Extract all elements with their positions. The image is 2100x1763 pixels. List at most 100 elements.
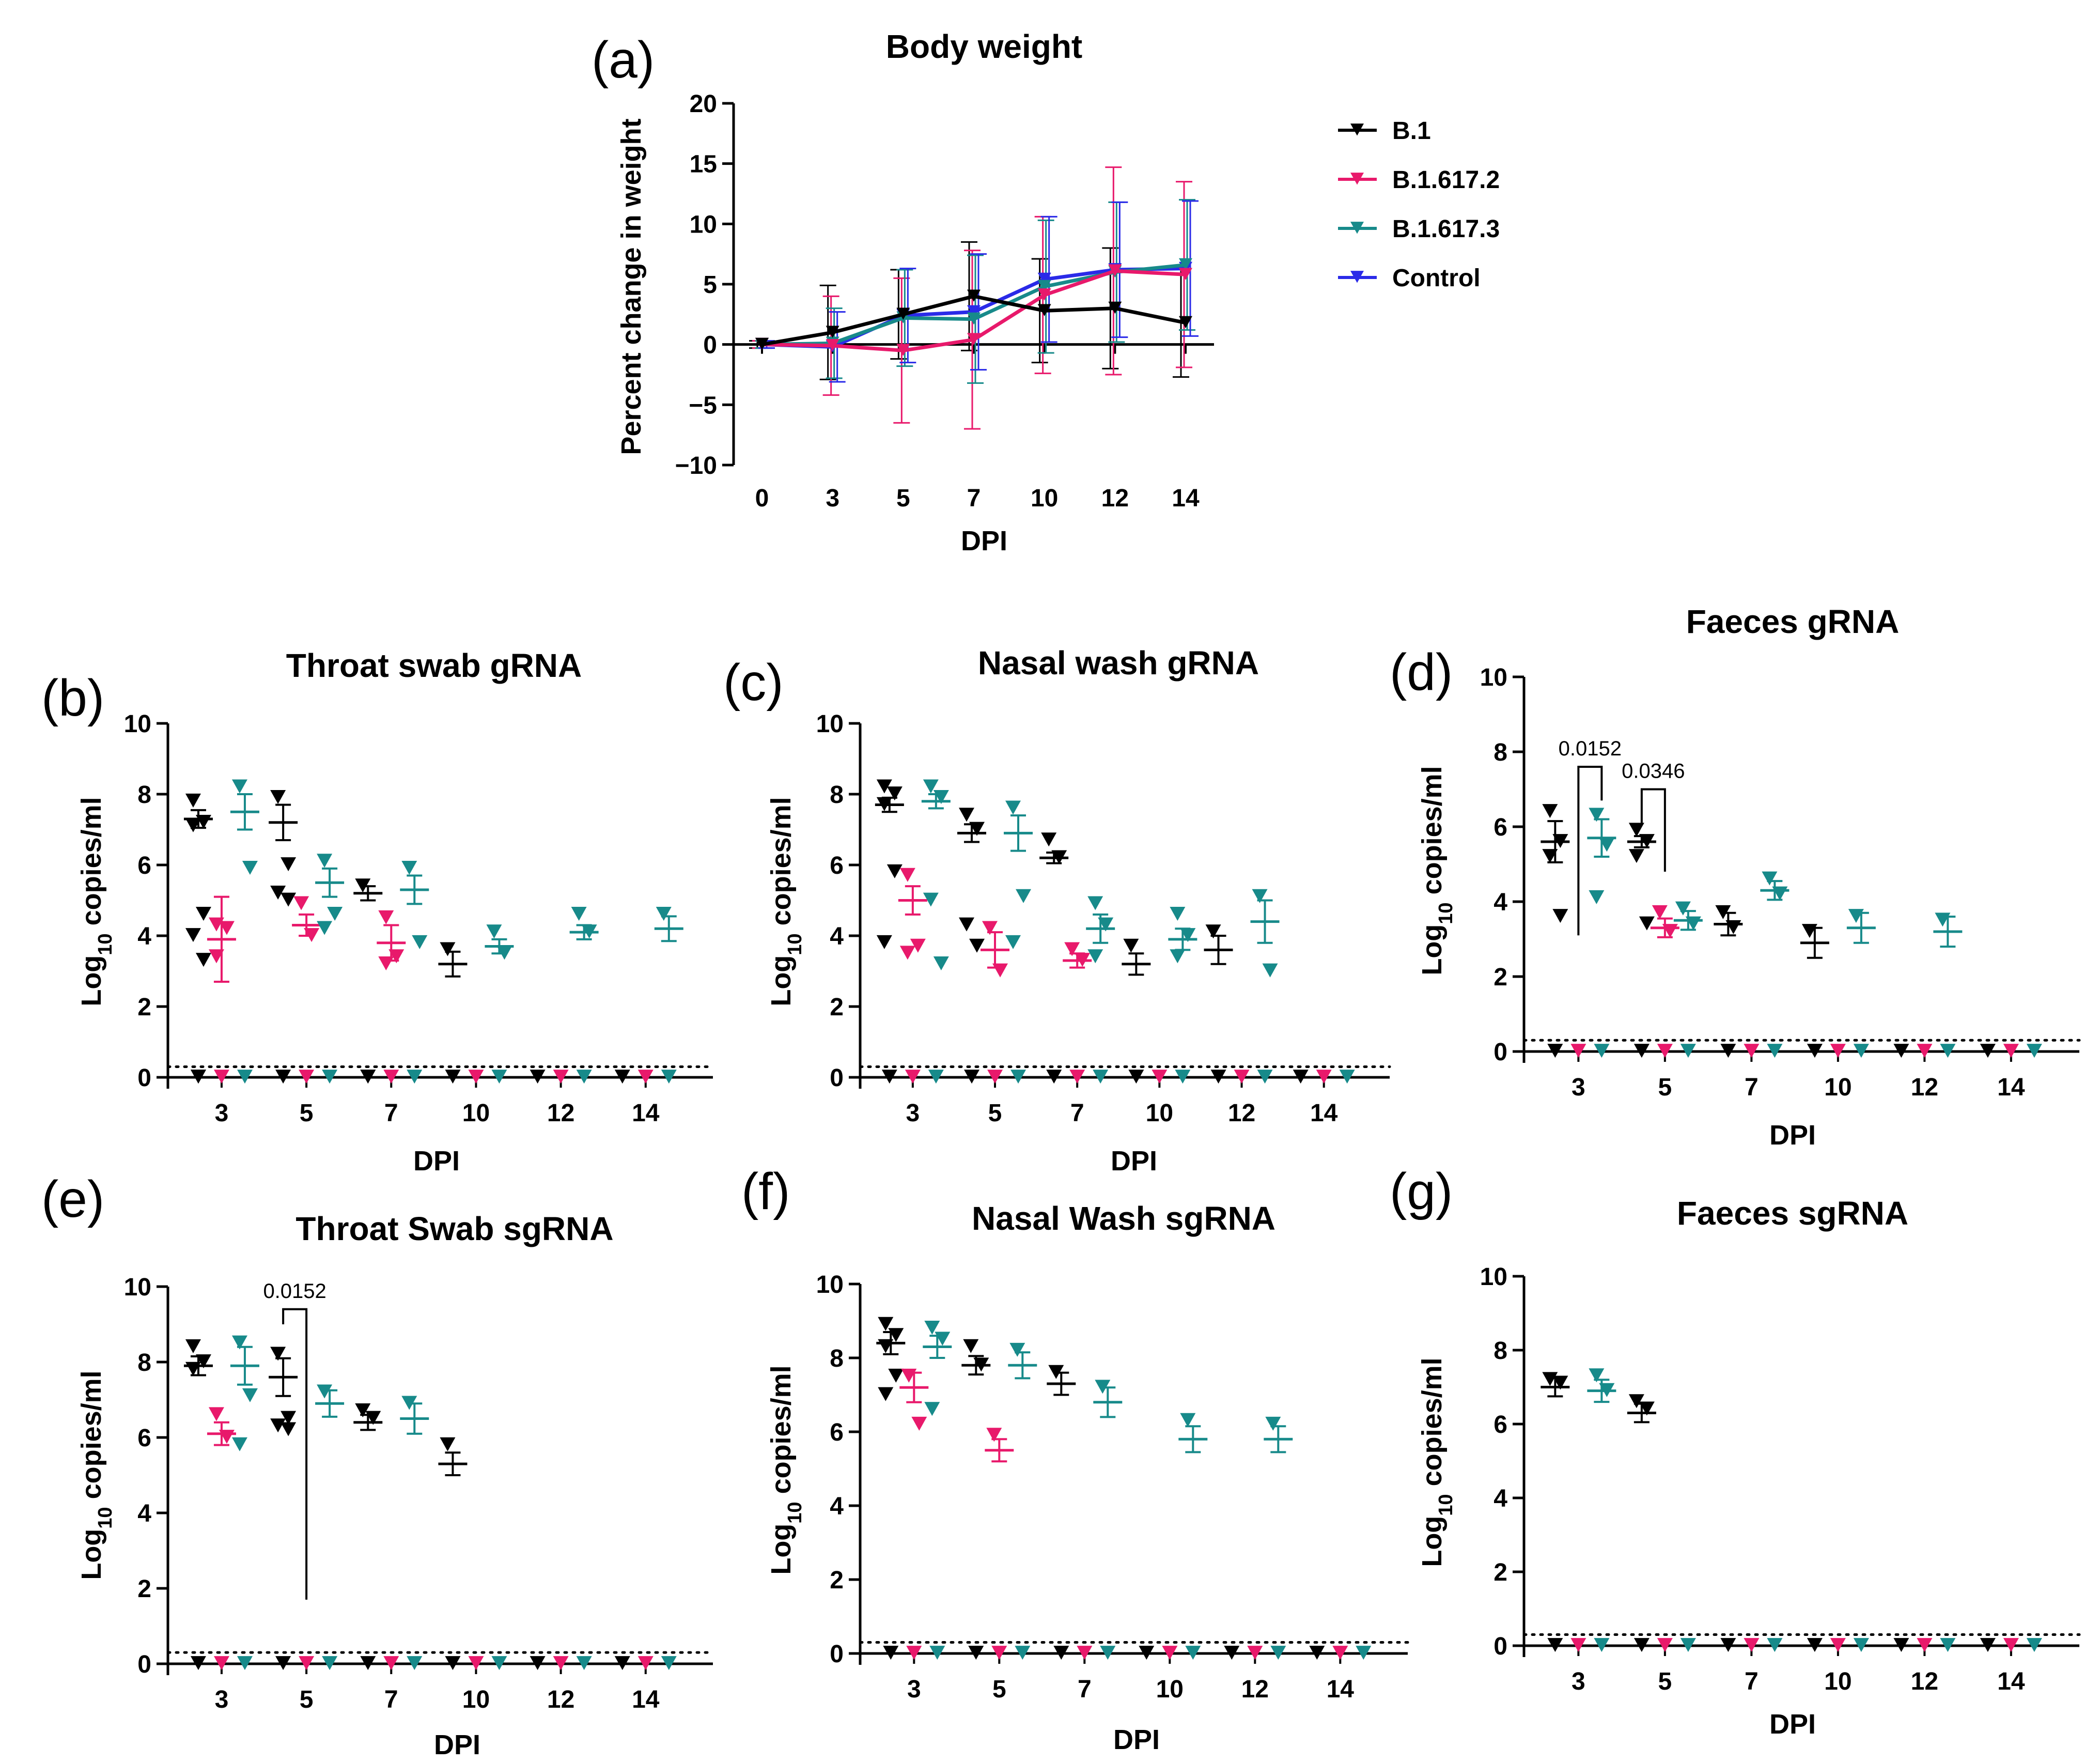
x-tick-label: 14	[1327, 1676, 1355, 1703]
data-point	[468, 1070, 484, 1084]
data-point	[1309, 1646, 1325, 1660]
data-point	[185, 818, 201, 832]
data-point	[967, 289, 981, 302]
y-tick-label: 8	[137, 1349, 151, 1377]
data-point	[208, 949, 224, 964]
data-point	[1224, 1646, 1240, 1660]
data-point	[1720, 1638, 1736, 1652]
x-axis-label: DPI	[1113, 1724, 1160, 1755]
data-point	[1180, 928, 1196, 942]
data-point	[896, 307, 910, 320]
data-point	[242, 1388, 258, 1402]
data-point	[661, 1656, 677, 1671]
y-tick-label: 6	[830, 1419, 844, 1446]
data-point	[1634, 1044, 1650, 1058]
data-point	[1552, 909, 1568, 923]
x-tick-label: 5	[300, 1100, 314, 1127]
data-point	[1048, 1365, 1064, 1379]
data-point	[185, 1339, 201, 1353]
data-point	[905, 1070, 921, 1084]
data-point	[293, 896, 309, 910]
data-point	[1744, 1638, 1760, 1652]
data-point	[1552, 1375, 1568, 1390]
data-point	[1064, 942, 1080, 956]
data-point	[1046, 1070, 1062, 1084]
data-point	[1053, 1646, 1069, 1660]
data-point	[1680, 1638, 1696, 1652]
y-tick-label: 0	[1494, 1633, 1507, 1660]
data-point	[270, 885, 286, 900]
data-point	[2003, 1044, 2019, 1058]
p-value-label: 0.0152	[263, 1280, 326, 1303]
y-tick-label: 0	[703, 332, 717, 359]
panel-f: (f) Nasal Wash sgRNA 0 2 4 6 8 10 3 5 7 10 12 14 DPI Lo…	[741, 1163, 1409, 1755]
data-point	[1720, 1044, 1736, 1058]
data-point	[1005, 800, 1021, 815]
data-point	[378, 956, 394, 970]
data-point	[1589, 1368, 1605, 1383]
y-tick-label: 4	[830, 923, 844, 950]
y-tick-label: 10	[690, 211, 717, 238]
ylabel-part-units: copies/ml	[766, 1365, 797, 1502]
data-point	[637, 1656, 654, 1671]
x-tick-label: 12	[547, 1100, 574, 1127]
data-point	[275, 1656, 291, 1671]
data-point	[195, 953, 211, 967]
significance-bracket	[1577, 766, 1603, 936]
data-point	[888, 1328, 904, 1342]
ylabel-part-units: copies/ml	[1417, 1357, 1448, 1494]
data-point	[959, 808, 975, 822]
x-tick-label: 7	[384, 1686, 398, 1713]
data-point	[1547, 1044, 1563, 1058]
data-point	[2026, 1044, 2042, 1058]
panel-a: (a) Body weight −10 −5 0 5 10 15 20 0 3 5 7 10 12 14 DPI…	[592, 28, 1500, 556]
legend-marker	[1350, 271, 1364, 283]
data-point	[886, 864, 903, 878]
p-value-label: 0.0346	[1622, 760, 1685, 783]
data-point	[401, 1396, 417, 1410]
data-point	[1257, 1070, 1273, 1084]
x-tick-label: 14	[632, 1686, 660, 1713]
ylabel-part-log: Log	[76, 955, 107, 1007]
significance-bracket	[1640, 788, 1666, 872]
data-point	[231, 1335, 247, 1350]
ylabel-part-log: Log	[1417, 1516, 1448, 1567]
data-point	[1628, 823, 1644, 837]
data-point	[1853, 1044, 1869, 1058]
y-tick-label: 4	[1494, 1485, 1507, 1512]
y-tick-label: 6	[137, 1425, 151, 1452]
data-point	[1100, 1646, 1116, 1660]
data-point	[1762, 871, 1778, 886]
data-point	[407, 1070, 423, 1084]
legend-label: Control	[1392, 265, 1481, 292]
y-tick-label: 8	[830, 1345, 844, 1372]
y-tick-label: 2	[1494, 1559, 1507, 1586]
data-point	[1628, 849, 1644, 863]
legend-marker	[1350, 222, 1364, 234]
data-point	[355, 878, 371, 893]
chart-title: Throat Swab sgRNA	[295, 1210, 613, 1247]
data-point	[412, 935, 428, 949]
y-tick-label: 10	[124, 710, 151, 738]
data-point	[1270, 1646, 1286, 1660]
x-tick-label: 12	[1241, 1676, 1269, 1703]
data-point	[1075, 953, 1091, 967]
data-point	[1628, 1394, 1644, 1409]
x-tick-label: 10	[1031, 485, 1058, 512]
data-point	[910, 938, 926, 953]
data-point	[933, 790, 949, 804]
data-point	[1009, 1342, 1025, 1357]
data-point	[963, 1339, 979, 1353]
y-tick-label: −10	[675, 452, 717, 480]
x-tick-label: 10	[462, 1686, 490, 1713]
panel-label: (b)	[41, 669, 104, 727]
x-tick-label: 12	[1911, 1668, 1938, 1695]
data-point	[992, 963, 1008, 978]
data-point	[1170, 907, 1186, 921]
y-tick-label: 2	[830, 994, 844, 1021]
data-point	[360, 1070, 376, 1084]
data-point	[1940, 1044, 1956, 1058]
data-point	[826, 339, 839, 351]
data-point	[491, 1070, 507, 1084]
data-point	[185, 793, 201, 808]
